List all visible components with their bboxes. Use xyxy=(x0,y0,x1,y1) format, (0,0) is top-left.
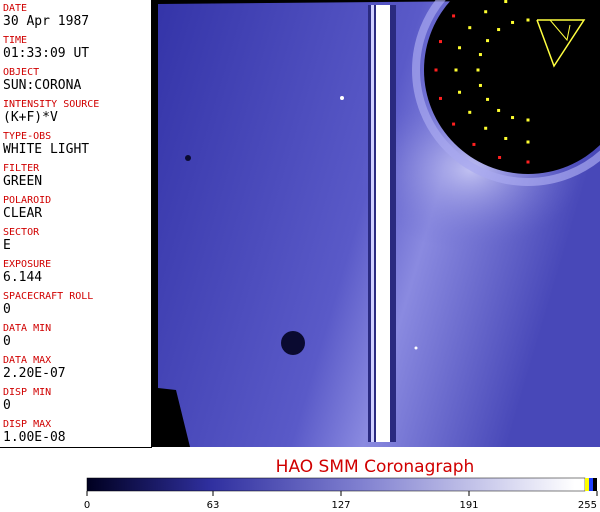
dark-spot xyxy=(185,155,191,161)
field-value: 0 xyxy=(3,302,11,317)
field-value: SUN:CORONA xyxy=(3,78,82,93)
field: FILTER GREEN xyxy=(3,163,42,189)
dot xyxy=(497,28,501,32)
dot xyxy=(439,96,443,100)
colorbar-end xyxy=(589,478,593,491)
pylon xyxy=(376,5,390,442)
field-value: CLEAR xyxy=(3,206,43,221)
field-label: SPACECRAFT ROLL xyxy=(3,291,94,302)
field-label: TIME xyxy=(3,35,28,46)
dot xyxy=(484,126,488,130)
field-label: EXPOSURE xyxy=(3,259,52,270)
info-panel: DATE 30 Apr 1987 TIME 01:33:09 UT OBJECT SUN:… xyxy=(0,0,152,448)
colorbar-end xyxy=(593,478,597,491)
field-value: WHITE LIGHT xyxy=(3,142,90,157)
field-label: DISP MAX xyxy=(3,419,52,430)
field: DISP MIN 0 xyxy=(3,387,51,413)
dot xyxy=(439,40,443,44)
dot xyxy=(526,18,530,22)
dot xyxy=(452,122,456,126)
colorbar-end xyxy=(585,478,589,491)
field-value: 2.20E-07 xyxy=(3,366,66,381)
dot xyxy=(497,108,501,112)
colorbar-tick-label: 191 xyxy=(459,500,478,511)
field-label: DATA MIN xyxy=(3,323,52,334)
dot xyxy=(472,142,476,146)
field-value: (K+F)*V xyxy=(3,110,58,125)
field-value: 30 Apr 1987 xyxy=(3,14,90,29)
field: SPACECRAFT ROLL 0 xyxy=(3,291,93,317)
field-label: FILTER xyxy=(3,163,40,174)
field: INTENSITY SOURCE (K+F)*V xyxy=(3,99,99,125)
dark-spot xyxy=(281,331,305,355)
field: DISP MAX 1.00E-08 xyxy=(3,419,66,445)
field-label: DATE xyxy=(3,3,28,14)
field-value: GREEN xyxy=(3,174,43,189)
field-value: 01:33:09 UT xyxy=(3,46,90,61)
bright-spot xyxy=(414,346,418,350)
dot xyxy=(504,136,508,140)
field-label: DISP MIN xyxy=(3,387,52,398)
field: TYPE-OBS WHITE LIGHT xyxy=(3,131,89,157)
field: DATA MIN 0 xyxy=(3,323,51,349)
dot xyxy=(452,14,456,18)
dot xyxy=(526,160,530,164)
field-label: SECTOR xyxy=(3,227,40,238)
field-label: POLAROID xyxy=(3,195,52,206)
colorbar-tick-label: 255 xyxy=(578,500,597,511)
occulter xyxy=(424,0,600,174)
fiducials xyxy=(434,0,530,164)
dot xyxy=(478,83,482,87)
field: DATE 30 Apr 1987 xyxy=(3,3,89,29)
dot xyxy=(526,140,530,144)
field: TIME 01:33:09 UT xyxy=(3,35,89,61)
colorbar-tick-label: 0 xyxy=(84,500,90,511)
dot xyxy=(454,68,458,72)
field: DATA MAX 2.20E-07 xyxy=(3,355,66,381)
field-label: OBJECT xyxy=(3,67,40,78)
field-label: TYPE-OBS xyxy=(3,131,52,142)
field-label: INTENSITY SOURCE xyxy=(3,99,100,110)
dot xyxy=(511,116,515,120)
field-value: 0 xyxy=(3,334,11,349)
field-value: 0 xyxy=(3,398,11,413)
dot xyxy=(468,110,472,114)
dot xyxy=(511,20,515,24)
field-label: DATA MAX xyxy=(3,355,52,366)
dot xyxy=(486,97,490,101)
field: POLAROID CLEAR xyxy=(3,195,51,221)
field-value: E xyxy=(3,238,11,253)
pylon-edge xyxy=(371,5,374,442)
dot xyxy=(486,39,490,43)
halo xyxy=(412,0,600,186)
dot xyxy=(476,68,480,72)
bright-spot xyxy=(340,96,344,100)
dot xyxy=(484,10,488,14)
dot xyxy=(434,68,438,72)
field: OBJECT SUN:CORONA xyxy=(3,67,81,93)
field-value: 6.144 xyxy=(3,270,43,285)
dot xyxy=(458,90,462,94)
field: SECTOR E xyxy=(3,227,39,253)
dot xyxy=(526,118,530,122)
colorbar-tick-label: 63 xyxy=(207,500,220,511)
dot xyxy=(458,46,462,50)
title: HAO SMM Coronagraph xyxy=(276,457,475,477)
dot xyxy=(504,0,508,4)
marker xyxy=(536,19,586,68)
colorbar xyxy=(86,477,586,492)
field: EXPOSURE 6.144 xyxy=(3,259,51,285)
colorbar-tick-label: 127 xyxy=(331,500,350,511)
dot xyxy=(468,26,472,30)
dot xyxy=(478,53,482,57)
field-value: 1.00E-08 xyxy=(3,430,66,445)
marker xyxy=(549,19,571,42)
dot xyxy=(498,155,502,159)
